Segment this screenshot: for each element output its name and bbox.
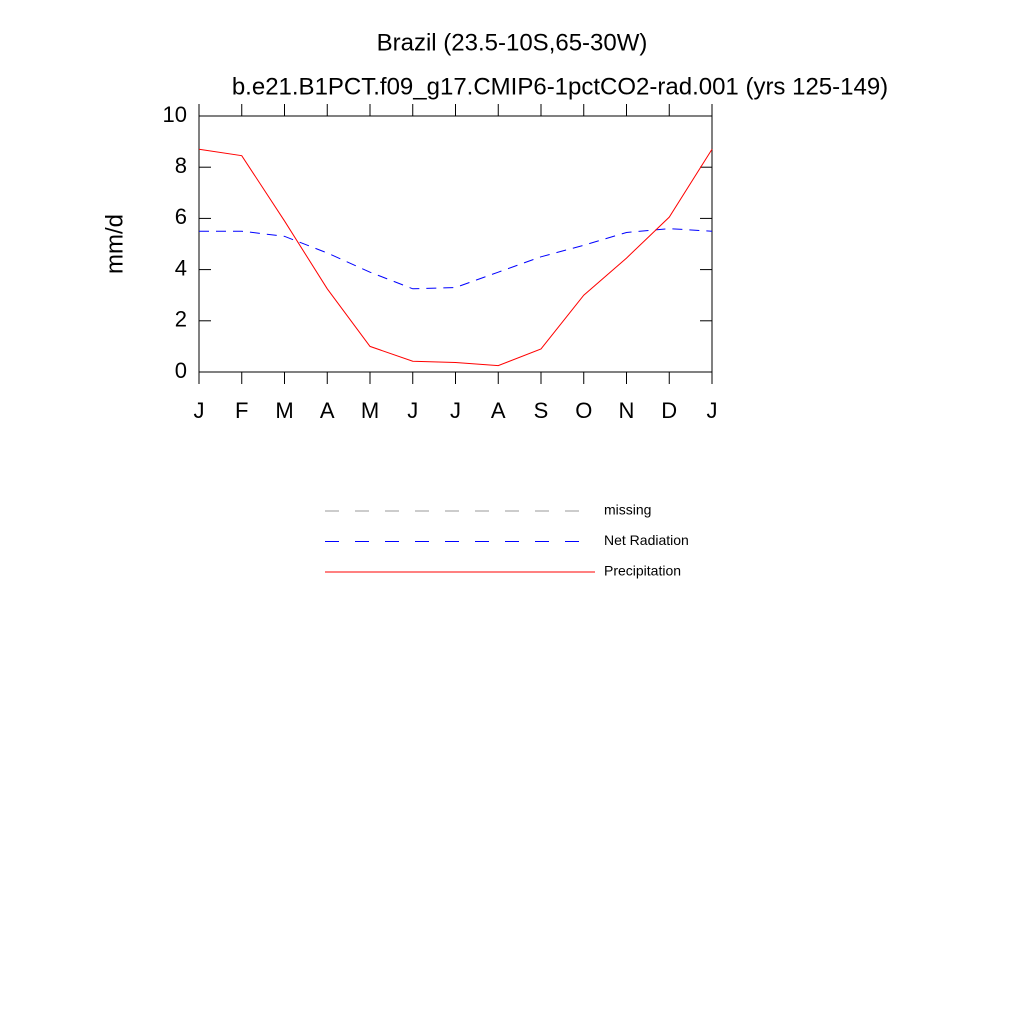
legend-label: missing <box>604 502 651 518</box>
y-tick-label: 6 <box>175 204 187 229</box>
series-line <box>198 148 713 367</box>
x-tick-label: M <box>275 398 293 423</box>
x-tick-label: J <box>194 398 205 423</box>
x-tick-label: A <box>320 398 335 423</box>
x-tick-label: D <box>661 398 677 423</box>
y-tick-label: 8 <box>175 153 187 178</box>
y-tick-label: 0 <box>175 358 187 383</box>
y-tick-label: 2 <box>175 307 187 332</box>
x-tick-label: M <box>361 398 379 423</box>
x-tick-label: F <box>235 398 248 423</box>
x-tick-label: O <box>575 398 592 423</box>
x-tick-label: J <box>407 398 418 423</box>
series-line <box>199 228 713 290</box>
legend-label: Precipitation <box>604 563 681 579</box>
y-axis-label: mm/d <box>101 214 128 274</box>
legend-label: Net Radiation <box>604 532 689 548</box>
chart-title: Brazil (23.5-10S,65-30W) <box>377 29 648 56</box>
x-tick-label: S <box>534 398 549 423</box>
plot-frame <box>198 115 713 373</box>
y-tick-label: 10 <box>163 102 187 127</box>
chart-subtitle: b.e21.B1PCT.f09_g17.CMIP6-1pctCO2-rad.00… <box>232 73 888 100</box>
x-tick-label: A <box>491 398 506 423</box>
x-tick-label: J <box>450 398 461 423</box>
x-tick-label: J <box>707 398 718 423</box>
y-tick-label: 4 <box>175 255 187 280</box>
x-tick-label: N <box>619 398 635 423</box>
